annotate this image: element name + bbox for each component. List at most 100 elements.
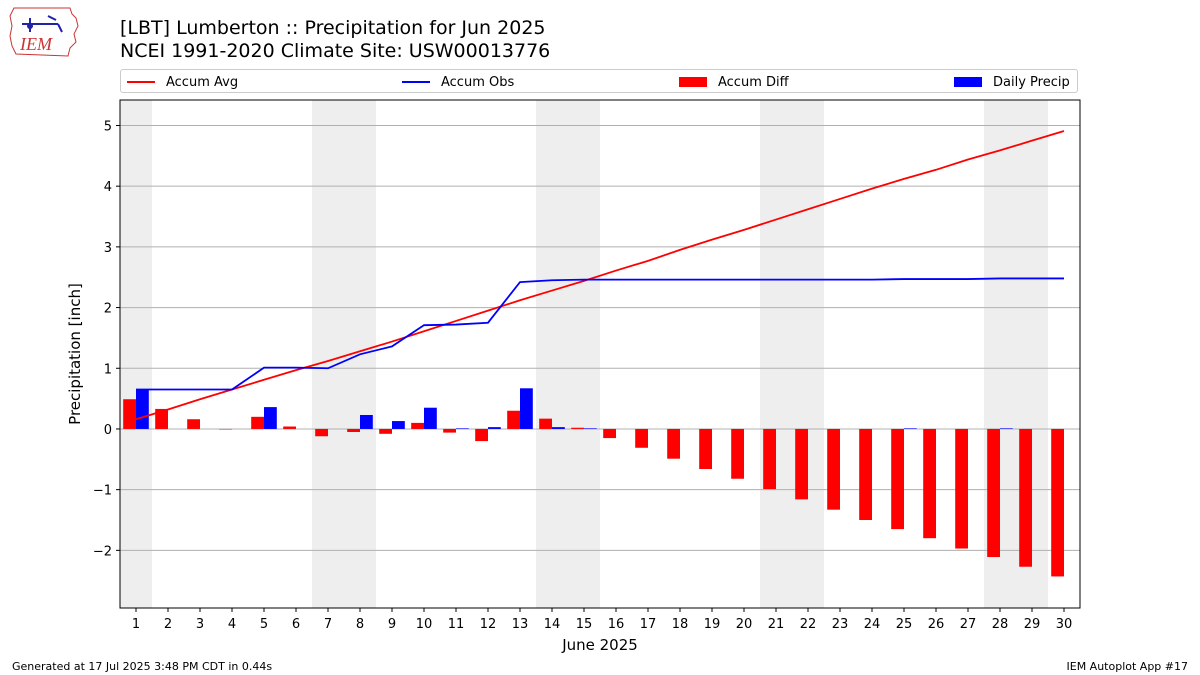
bar-accum-diff-day-13 [507,410,520,429]
x-tick-label: 21 [768,617,785,632]
bar-accum-diff-day-10 [411,422,424,429]
bar-accum-diff-day-8 [347,428,360,432]
legend-label-accum-avg: Accum Avg [166,74,239,90]
legend-swatch-accum-obs [402,81,430,83]
bars [123,388,1064,577]
bar-accum-diff-day-9 [379,428,392,434]
legend-label-daily-precip: Daily Precip [993,74,1070,90]
bar-accum-diff-day-4 [219,428,232,430]
app-credit: IEM Autoplot App #17 [1066,660,1189,673]
x-axis-label: June 2025 [561,636,638,654]
x-tick-label: 24 [864,617,881,632]
bar-daily-precip-day-9 [392,421,405,429]
gridlines [120,124,1080,551]
legend-label-accum-diff: Accum Diff [718,74,789,90]
bar-daily-precip-day-8 [360,414,373,429]
bar-accum-diff-day-17 [635,428,648,448]
bar-accum-diff-day-15 [571,427,584,429]
x-tick-label: 23 [832,617,849,632]
x-tick-label: 10 [416,617,433,632]
x-tick-label: 30 [1056,617,1073,632]
bar-accum-diff-day-6 [283,426,296,429]
x-tick-label: 9 [388,617,396,632]
bar-accum-diff-day-18 [667,428,680,459]
x-tick-label: 27 [960,617,977,632]
x-tick-label: 12 [480,617,497,632]
x-tick-label: 22 [800,617,817,632]
bar-daily-precip-day-11 [456,428,469,429]
generated-timestamp: Generated at 17 Jul 2025 3:48 PM CDT in … [12,660,273,673]
legend-entry-accum-diff: Accum Diff [679,74,789,90]
weekend-shade-day-22 [792,100,824,608]
y-tick-label: 5 [104,119,112,134]
bar-daily-precip-day-28 [1000,428,1013,429]
chart-legend: Accum Avg Accum Obs Accum Diff Daily Pre… [120,69,1078,93]
bar-accum-diff-day-26 [923,428,936,539]
bar-daily-precip-day-15 [584,428,597,429]
y-tick-label: 1 [104,362,112,377]
logo-text: IEM [19,34,53,54]
x-tick-label: 20 [736,617,753,632]
y-tick-label: 4 [104,180,112,195]
bar-accum-diff-day-19 [699,428,712,470]
chart-title: [LBT] Lumberton :: Precipitation for Jun… [120,17,546,39]
legend-swatch-accum-avg [127,81,155,83]
x-tick-label: 2 [164,617,172,632]
bar-accum-diff-day-16 [603,428,616,439]
bar-accum-diff-day-14 [539,418,552,429]
bar-accum-diff-day-23 [827,428,840,510]
bar-daily-precip-day-12 [488,427,501,429]
bar-accum-diff-day-22 [795,428,808,500]
x-tick-label: 16 [608,617,625,632]
x-tick-label: 28 [992,617,1009,632]
x-tick-label: 4 [228,617,236,632]
bar-accum-diff-day-7 [315,428,328,437]
bar-daily-precip-day-14 [552,427,565,429]
weekend-shade-day-14 [536,100,568,608]
weekend-shading [120,100,1048,608]
bar-accum-diff-day-1 [123,399,136,429]
x-tick-label: 14 [544,617,561,632]
lines [135,130,1065,421]
x-tick-label: 3 [196,617,204,632]
x-tick-label: 26 [928,617,945,632]
state-outline-shape [9,7,79,57]
plot-frame [119,99,1081,609]
y-tick-label: −2 [93,544,112,559]
legend-swatch-daily-precip [954,77,982,87]
bar-accum-diff-day-20 [731,428,744,479]
weekend-shade-day-1 [120,100,152,608]
legend-swatch-accum-diff [679,77,707,87]
bar-accum-diff-day-21 [763,428,776,490]
bar-accum-diff-day-30 [1051,428,1064,577]
bar-accum-diff-day-2 [155,408,168,429]
x-tick-label: 1 [132,617,140,632]
bar-daily-precip-day-25 [904,428,917,429]
bar-accum-diff-day-29 [1019,428,1032,567]
x-tick-label: 6 [292,617,300,632]
x-tick-label: 19 [704,617,721,632]
bar-accum-diff-day-28 [987,428,1000,558]
y-tick-label: −1 [93,484,112,499]
bar-daily-precip-day-10 [424,407,437,429]
y-tick-label: 2 [104,302,112,317]
y-tick-label: 0 [104,423,112,438]
x-tick-label: 18 [672,617,689,632]
x-tick-label: 25 [896,617,913,632]
legend-entry-accum-obs: Accum Obs [402,74,514,90]
iem-logo: IEM [9,7,79,57]
bar-accum-diff-day-11 [443,428,456,433]
chart-subtitle: NCEI 1991-2020 Climate Site: USW00013776 [120,40,551,62]
series-line-accum-obs [136,277,1064,391]
y-axis-label: Precipitation [inch] [66,283,84,425]
bar-accum-diff-day-27 [955,428,968,549]
legend-entry-daily-precip: Daily Precip [954,74,1070,90]
legend-label-accum-obs: Accum Obs [441,74,515,90]
x-tick-label: 29 [1024,617,1041,632]
x-tick-label: 15 [576,617,593,632]
bar-daily-precip-day-5 [264,407,277,429]
x-tick-label: 7 [324,617,332,632]
y-tick-label: 3 [104,241,112,256]
